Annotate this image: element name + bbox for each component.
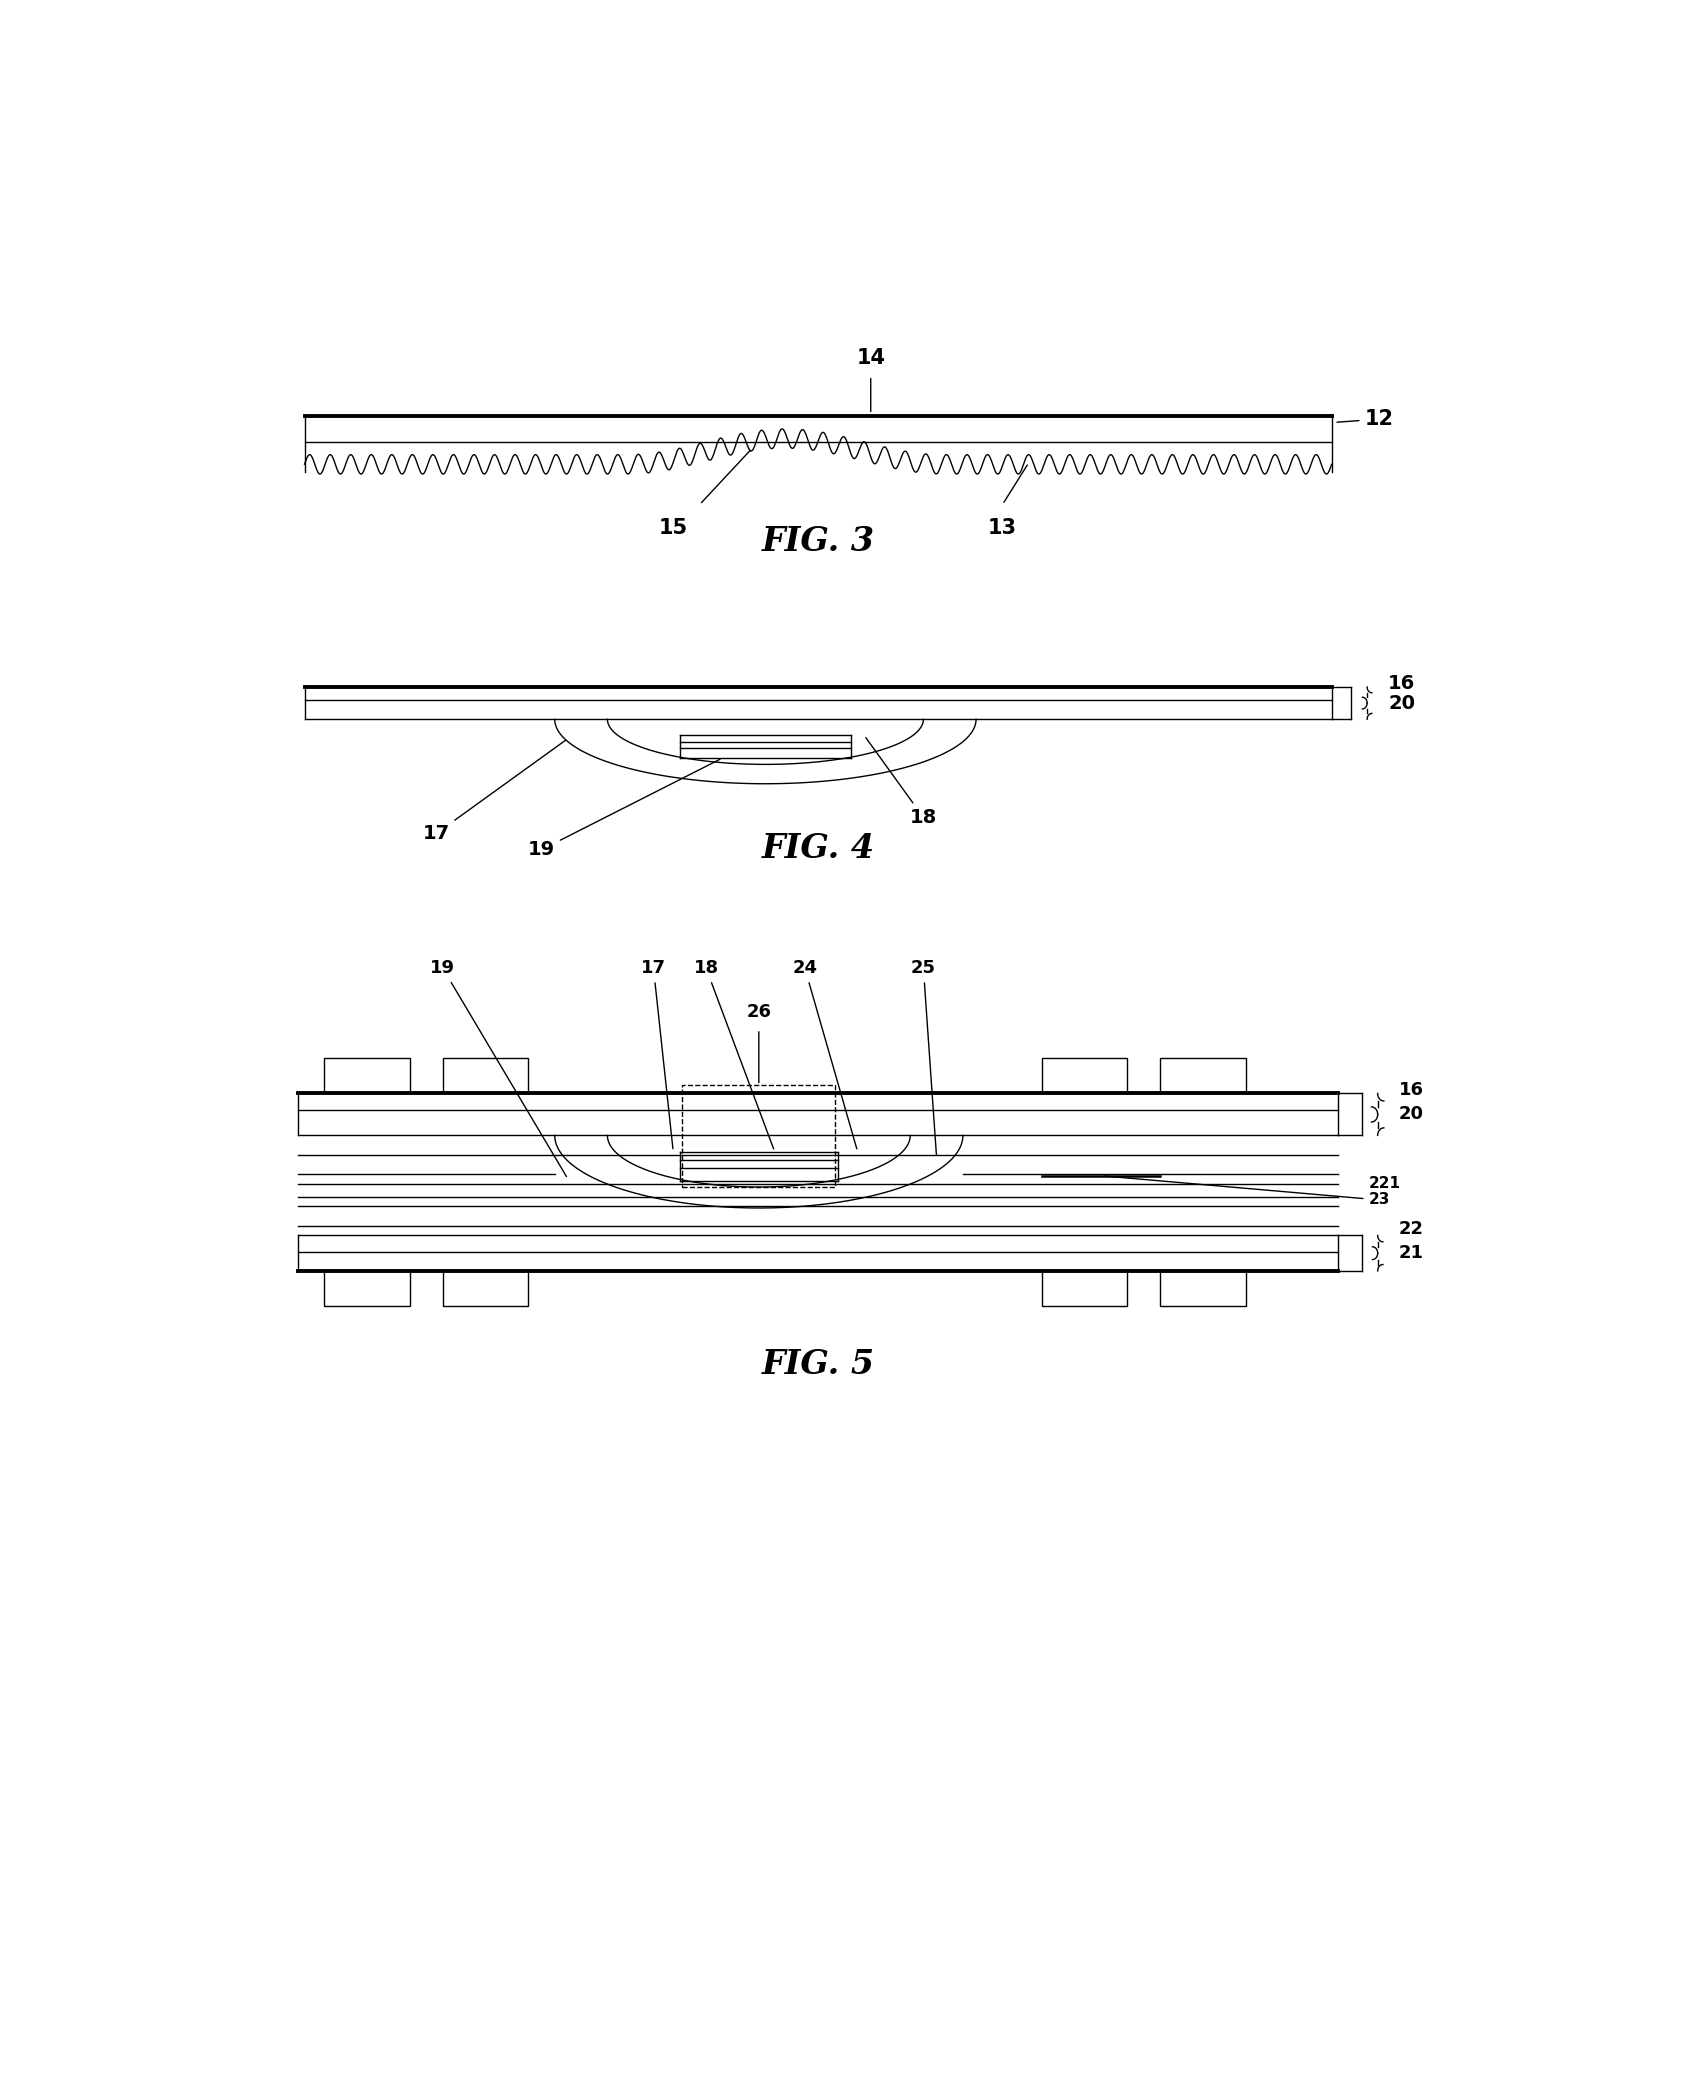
Text: 12: 12 [1336,409,1392,429]
Text: 17: 17 [640,960,672,1148]
Text: 24: 24 [791,960,856,1148]
Text: 16: 16 [1397,1081,1423,1100]
Text: 19: 19 [528,758,720,859]
Text: FIG. 4: FIG. 4 [761,832,874,865]
Text: 25: 25 [910,960,936,1154]
Text: 20: 20 [1397,1106,1423,1123]
Text: 15: 15 [659,517,688,538]
Bar [683,1085,835,1188]
Bar [1160,1272,1245,1307]
Text: 19: 19 [430,960,565,1177]
Bar [1041,1058,1127,1094]
Text: FIG. 5: FIG. 5 [761,1347,874,1381]
Text: 20: 20 [1387,693,1414,712]
Text: 13: 13 [987,517,1017,538]
Text: 17: 17 [423,740,565,842]
Text: 18: 18 [866,737,937,828]
Bar [443,1058,528,1094]
Bar [1041,1272,1127,1307]
Bar [1160,1058,1245,1094]
Text: 23: 23 [1104,1175,1389,1207]
Text: 14: 14 [856,348,885,367]
Bar [324,1058,409,1094]
Bar [324,1272,409,1307]
Text: 221: 221 [1367,1175,1399,1192]
Bar [443,1272,528,1307]
Text: 22: 22 [1397,1219,1423,1238]
Text: 26: 26 [745,1004,771,1020]
Text: 21: 21 [1397,1244,1423,1261]
Text: 16: 16 [1387,675,1414,693]
Text: FIG. 3: FIG. 3 [761,526,874,557]
Text: 18: 18 [693,960,773,1148]
